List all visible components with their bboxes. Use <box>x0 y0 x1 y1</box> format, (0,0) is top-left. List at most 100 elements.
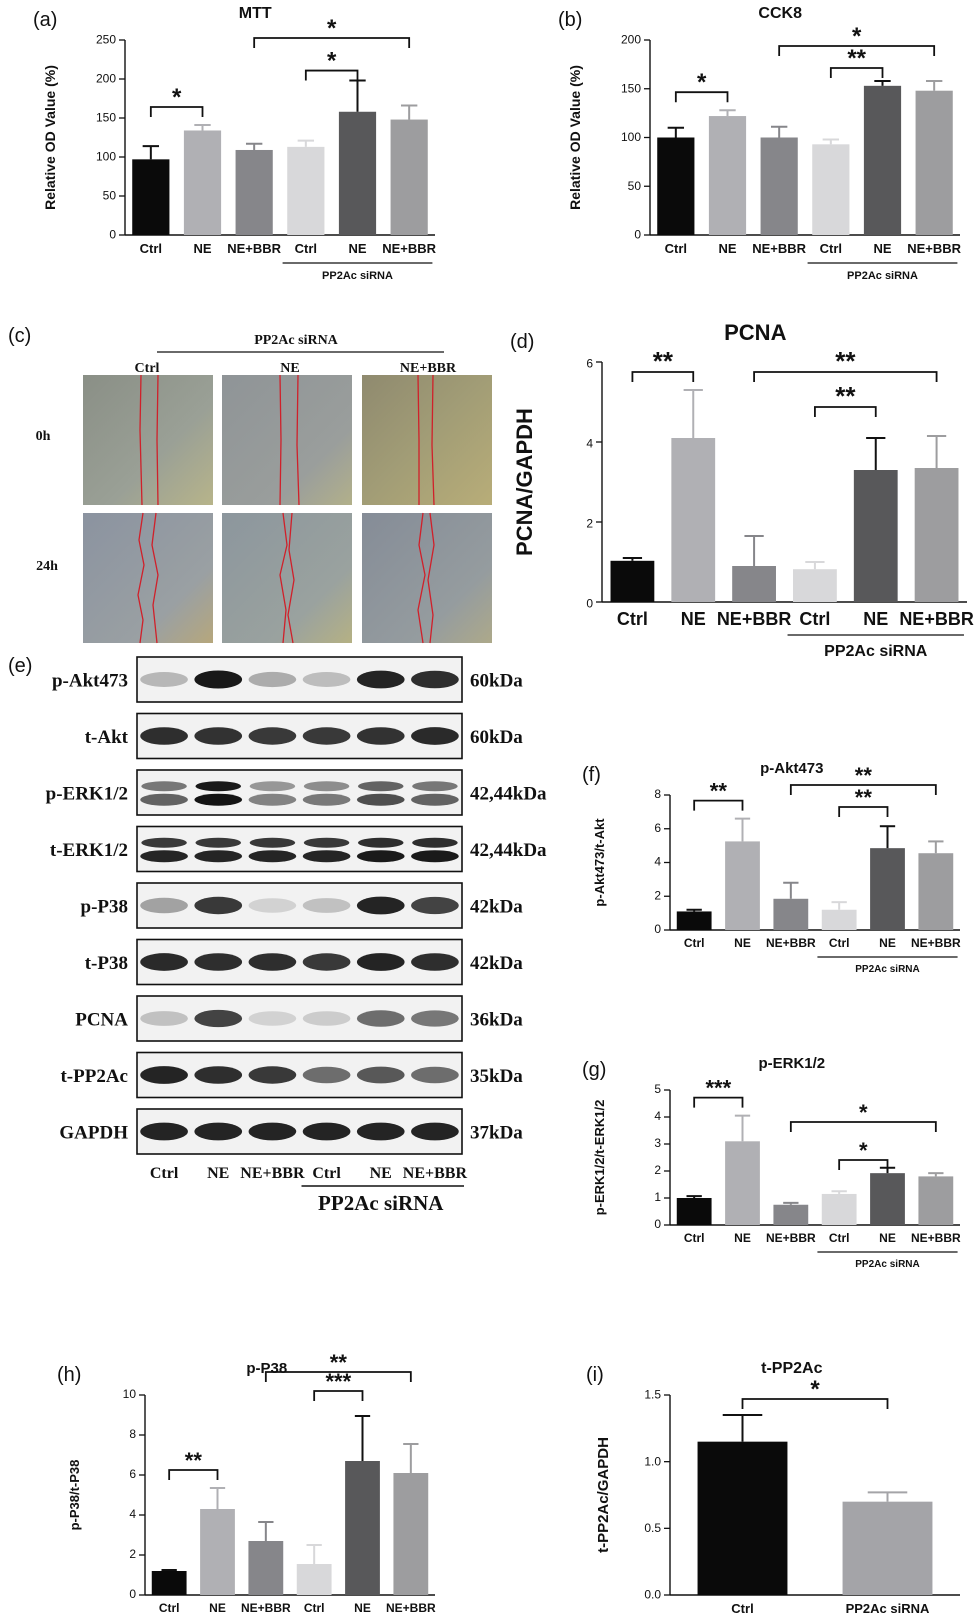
chart-b: (b) CCK8 0 50 100 150 200 Relative OD Value (%)… <box>558 5 962 282</box>
blot-band-3-1-upper <box>195 837 241 848</box>
blot-band-5-5 <box>411 953 459 971</box>
blot-band-6-3 <box>302 1011 351 1026</box>
sig-bracket-d-2 <box>753 371 938 382</box>
blot-band-4-5 <box>411 896 459 915</box>
blot-band-1-0 <box>140 727 188 745</box>
sig-label-g-0: *** <box>705 1076 731 1101</box>
panel-label-c: (c) <box>8 325 31 347</box>
bar-g-3 <box>821 1193 857 1225</box>
x-category-a-0: Ctrl <box>140 241 162 256</box>
blot-band-4-4 <box>356 896 405 915</box>
blot-size-label-4: 42kDa <box>470 897 523 918</box>
blot-protein-label-6: PCNA <box>75 1010 128 1031</box>
sig-label-b-0: * <box>697 69 707 96</box>
sig-bracket-f-0 <box>693 799 744 811</box>
sig-bracket-h-2 <box>264 1371 412 1382</box>
blot-protein-label-1: t-Akt <box>85 727 129 748</box>
sig-bracket-b-1 <box>829 67 884 78</box>
bar-h-3 <box>296 1564 332 1595</box>
sig-label-f-0: ** <box>710 779 728 804</box>
blot-band-2-0-upper <box>141 781 187 792</box>
x-category-f-1: NE <box>734 936 751 950</box>
y-tick-label-g-1: 1 <box>654 1190 661 1204</box>
x-category-d-3: Ctrl <box>799 609 830 629</box>
bar-h-5 <box>393 1473 429 1595</box>
blot-band-0-0 <box>140 672 188 687</box>
blot-protein-label-3: t-ERK1/2 <box>50 840 128 861</box>
y-tick-label-d-1: 2 <box>586 516 593 530</box>
wound-edges-ne-bbr-24h <box>417 512 435 644</box>
x-category-b-1: NE <box>718 241 736 256</box>
bar-i-1 <box>842 1501 933 1595</box>
sig-label-b-2: * <box>852 23 862 50</box>
bar-d-0 <box>610 560 655 602</box>
wound-col-ne-bbr: NE+BBR <box>400 361 457 376</box>
group-label-b: PP2Ac siRNA <box>847 270 918 282</box>
wound-image-ne-24h <box>222 513 352 643</box>
group-label-g: PP2Ac siRNA <box>855 1259 919 1270</box>
blot-size-label-8: 37kDa <box>470 1123 523 1144</box>
sig-label-g-2: * <box>859 1100 868 1125</box>
y-tick-label-a-0: 0 <box>109 228 116 242</box>
bar-b-5 <box>915 90 953 235</box>
x-category-b-0: Ctrl <box>665 241 687 256</box>
blot-band-5-4 <box>356 953 405 971</box>
x-category-a-2: NE+BBR <box>227 241 281 256</box>
y-tick-label-a-4: 200 <box>96 72 116 86</box>
y-tick-label-i-1: 0.5 <box>644 1521 661 1535</box>
wound-image-ctrl-24h <box>83 513 213 643</box>
blot-band-7-2 <box>248 1066 297 1084</box>
western-blot-panel: (e) p-Akt473 60kDa t-Akt 60kDa p-ERK1/2 42,44… <box>8 655 547 1215</box>
sig-bracket-b-0 <box>674 91 729 103</box>
y-tick-label-i-0: 0.0 <box>644 1588 661 1602</box>
y-tick-label-h-1: 2 <box>129 1547 136 1561</box>
sig-bracket-d-0 <box>631 371 695 382</box>
blot-size-label-2: 42,44kDa <box>470 784 547 805</box>
y-tick-label-a-3: 150 <box>96 111 116 125</box>
x-category-g-4: NE <box>879 1231 896 1245</box>
chart-i: (i) t-PP2Ac 0.0 0.5 1.0 1.5 t-PP2Ac/GAPDH Ctrl P… <box>586 1360 960 1616</box>
blot-band-1-3 <box>302 727 351 745</box>
x-category-d-1: NE <box>681 609 706 629</box>
blot-band-1-4 <box>356 727 405 745</box>
blot-protein-label-2: p-ERK1/2 <box>46 784 128 805</box>
sig-label-h-1: *** <box>325 1369 351 1394</box>
wound-healing-panel: (c) PP2Ac siRNA Ctrl NE NE+BBR 0h 24h <box>8 325 492 644</box>
sig-bracket-h-0 <box>168 1469 219 1480</box>
x-category-b-5: NE+BBR <box>907 241 961 256</box>
y-axis-label-f: p-Akt473/t-Akt <box>592 818 607 907</box>
sig-bracket-a-1 <box>304 69 359 81</box>
wound-edges-ne-24h <box>279 512 295 644</box>
y-axis-label-g: p-ERK1/2/t-ERK1/2 <box>592 1100 607 1216</box>
blot-band-0-4 <box>356 670 405 689</box>
wound-image-ne-bbr-24h <box>362 513 492 643</box>
blot-protein-label-7: t-PP2Ac <box>60 1066 128 1087</box>
blot-band-3-2-lower <box>248 850 297 863</box>
sig-bracket-f-2 <box>789 784 937 795</box>
x-category-i-0: Ctrl <box>731 1601 753 1616</box>
blot-band-2-2-upper <box>249 781 296 792</box>
blot-band-3-2-upper <box>249 837 296 848</box>
y-tick-label-i-3: 1.5 <box>644 1388 661 1402</box>
x-category-f-2: NE+BBR <box>766 936 816 950</box>
chart-title-d: PCNA <box>724 320 786 345</box>
y-tick-label-b-4: 200 <box>621 33 641 47</box>
blot-band-1-1 <box>194 727 243 745</box>
blot-band-2-4-upper <box>358 781 404 792</box>
sig-label-h-0: ** <box>185 1448 203 1473</box>
panel-label-f: (f) <box>582 764 601 786</box>
sig-label-b-1: ** <box>847 45 866 72</box>
panel-label-d: (d) <box>510 331 534 353</box>
blot-band-2-4-lower <box>356 793 405 806</box>
bar-a-1 <box>183 130 222 235</box>
blot-lane-label-3: Ctrl <box>312 1165 341 1182</box>
blot-band-4-1 <box>194 896 243 915</box>
y-axis-label-h: p-P38/t-P38 <box>67 1460 82 1531</box>
y-tick-label-g-0: 0 <box>654 1217 661 1231</box>
blot-band-2-5-lower <box>411 793 459 806</box>
wound-edges-ctrl-0h <box>139 374 159 506</box>
sig-bracket-a-0 <box>149 106 204 118</box>
blot-size-label-5: 42kDa <box>470 953 523 974</box>
y-axis-label-i: t-PP2Ac/GAPDH <box>595 1437 612 1553</box>
bar-d-5 <box>914 468 959 602</box>
